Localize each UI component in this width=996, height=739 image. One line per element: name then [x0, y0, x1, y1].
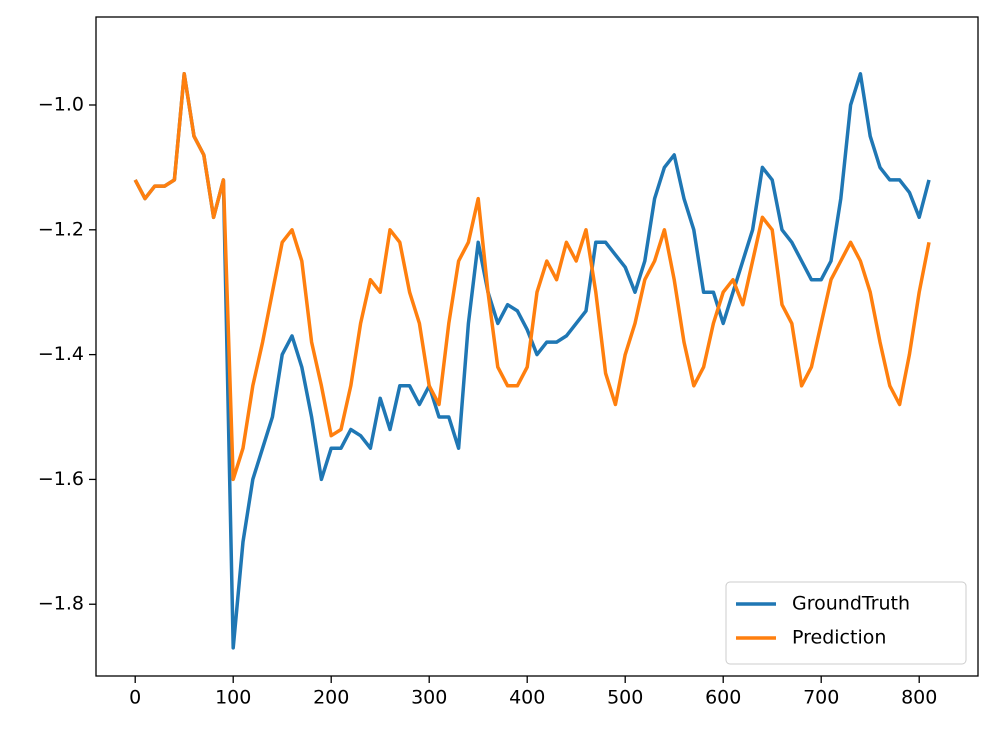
- series-line: [133, 72, 931, 482]
- x-tick-label: 200: [313, 687, 349, 709]
- x-tick-label: 100: [215, 687, 251, 709]
- x-tick-label: 0: [129, 687, 141, 709]
- y-tick-label: −1.0: [38, 93, 84, 115]
- x-tick-label: 700: [803, 687, 839, 709]
- series-line: [133, 72, 931, 650]
- x-tick-label: 400: [509, 687, 545, 709]
- y-tick-label: −1.6: [38, 468, 84, 490]
- x-tick-label: 800: [901, 687, 937, 709]
- x-tick-label: 600: [705, 687, 741, 709]
- y-tick-label: −1.8: [38, 593, 84, 615]
- y-tick-label: −1.4: [38, 343, 84, 365]
- x-tick-label: 500: [607, 687, 643, 709]
- legend-label: GroundTruth: [792, 593, 910, 615]
- plot-frame: [95, 16, 979, 677]
- legend-box: [725, 581, 967, 665]
- y-tick-label: −1.2: [38, 218, 84, 240]
- x-tick-label: 300: [411, 687, 447, 709]
- legend-label: Prediction: [792, 627, 886, 649]
